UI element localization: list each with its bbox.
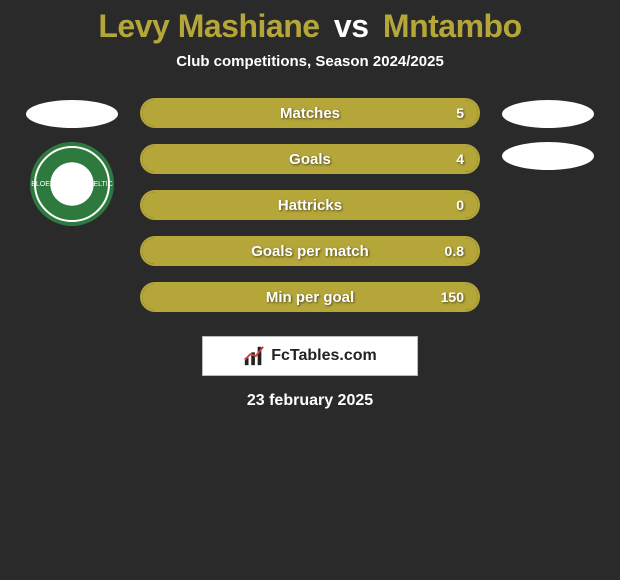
- stat-row: Goals per match 0.8: [140, 236, 480, 266]
- title-player2: Mntambo: [383, 8, 522, 44]
- stat-value-right: 0.8: [445, 243, 464, 259]
- brand-text: FcTables.com: [271, 347, 377, 365]
- stat-overlay: Goals per match: [142, 238, 478, 264]
- infographic-root: Levy Mashiane vs Mntambo Club competitio…: [0, 0, 620, 410]
- stat-value-right: 150: [441, 289, 464, 305]
- stat-overlay: Hattricks: [142, 192, 478, 218]
- stat-label: Goals per match: [251, 243, 369, 260]
- subtitle: Club competitions, Season 2024/2025: [0, 53, 620, 70]
- stat-label: Goals: [289, 151, 331, 168]
- player2-photo-placeholder: [502, 100, 594, 128]
- stat-row: Goals 4: [140, 144, 480, 174]
- stat-bars: Matches 5 Goals 4 Hattricks 0 Goals per match 0…: [140, 98, 480, 312]
- stat-overlay: Min per goal: [142, 284, 478, 310]
- stat-label: Matches: [280, 105, 340, 122]
- bar-chart-icon: [243, 345, 265, 367]
- stat-overlay: Goals: [142, 146, 478, 172]
- player1-club-text: BLOEMFONTEIN CELTIC: [31, 181, 113, 188]
- title-player1: Levy Mashiane: [98, 8, 319, 44]
- comparison-layout: BLOEMFONTEIN CELTIC Matches 5 Goals 4 Hattri…: [0, 98, 620, 312]
- stat-row: Matches 5: [140, 98, 480, 128]
- stat-label: Hattricks: [278, 197, 342, 214]
- right-side: [498, 98, 598, 170]
- player1-photo-placeholder: [26, 100, 118, 128]
- stat-overlay: Matches: [142, 100, 478, 126]
- stat-value-right: 5: [456, 105, 464, 121]
- stat-row: Min per goal 150: [140, 282, 480, 312]
- footer-date: 23 february 2025: [0, 392, 620, 410]
- stat-value-right: 0: [456, 197, 464, 213]
- player1-club-logo: BLOEMFONTEIN CELTIC: [30, 142, 114, 226]
- brand-badge: FcTables.com: [202, 336, 418, 376]
- stat-label: Min per goal: [266, 289, 354, 306]
- stat-row: Hattricks 0: [140, 190, 480, 220]
- left-side: BLOEMFONTEIN CELTIC: [22, 98, 122, 226]
- player2-club-placeholder: [502, 142, 594, 170]
- title: Levy Mashiane vs Mntambo: [0, 8, 620, 45]
- stat-value-right: 4: [456, 151, 464, 167]
- title-vs: vs: [334, 8, 369, 44]
